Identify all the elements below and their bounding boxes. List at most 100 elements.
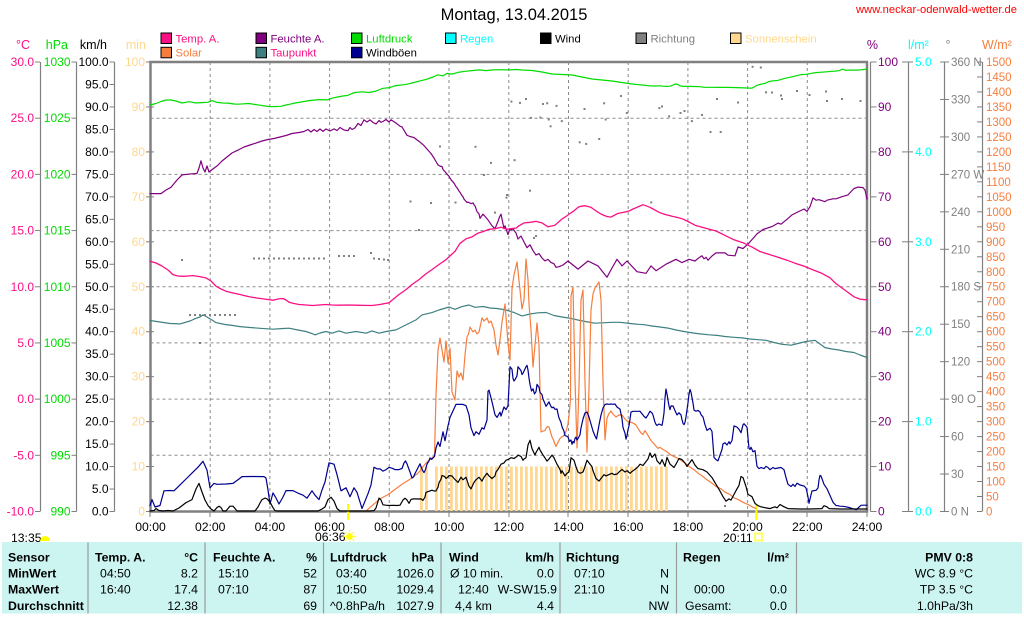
svg-text:100.0: 100.0 xyxy=(78,55,108,69)
svg-text:1027.9: 1027.9 xyxy=(396,599,434,613)
svg-text:850: 850 xyxy=(986,252,1005,264)
svg-text:1350: 1350 xyxy=(986,102,1012,114)
svg-text:1000: 1000 xyxy=(986,207,1012,219)
svg-text:1026.0: 1026.0 xyxy=(396,567,434,581)
svg-text:75.0: 75.0 xyxy=(85,167,109,181)
svg-text:90 O: 90 O xyxy=(951,394,976,406)
svg-text:1015: 1015 xyxy=(44,224,71,238)
svg-text:60: 60 xyxy=(878,235,892,249)
svg-text:°C: °C xyxy=(184,551,198,565)
svg-text:995: 995 xyxy=(50,448,70,462)
svg-text:Solar: Solar xyxy=(176,48,203,60)
svg-text:1300: 1300 xyxy=(986,117,1012,129)
svg-text:%: % xyxy=(306,551,317,565)
svg-text:60: 60 xyxy=(132,235,146,249)
svg-text:20: 20 xyxy=(878,415,892,429)
svg-text:06:00: 06:00 xyxy=(314,520,345,534)
svg-text:50.0: 50.0 xyxy=(85,280,109,294)
svg-text:1250: 1250 xyxy=(986,132,1012,144)
svg-text:0.0: 0.0 xyxy=(92,505,109,519)
svg-text:l/m²: l/m² xyxy=(767,551,789,565)
svg-text:1500: 1500 xyxy=(986,57,1012,69)
svg-text:85.0: 85.0 xyxy=(85,122,109,136)
svg-text:07:10: 07:10 xyxy=(218,583,249,597)
svg-text:650: 650 xyxy=(986,312,1005,324)
svg-text:240: 240 xyxy=(951,207,970,219)
svg-text:Feuchte A.: Feuchte A. xyxy=(213,551,275,565)
svg-text:90: 90 xyxy=(132,100,146,114)
svg-text:80: 80 xyxy=(878,145,892,159)
svg-text:Regen: Regen xyxy=(460,33,493,45)
svg-text:Gesamt:: Gesamt: xyxy=(685,599,731,613)
svg-text:Temp. A.: Temp. A. xyxy=(95,551,146,565)
svg-text:Richtung: Richtung xyxy=(651,33,696,45)
svg-text:50: 50 xyxy=(986,492,999,504)
svg-text:MinWert: MinWert xyxy=(8,567,56,581)
svg-text:16:00: 16:00 xyxy=(613,520,644,534)
svg-text:10.0: 10.0 xyxy=(11,280,35,294)
svg-text:400: 400 xyxy=(986,387,1005,399)
svg-text:550: 550 xyxy=(986,342,1005,354)
svg-text:15.9: 15.9 xyxy=(533,583,557,597)
svg-text:150: 150 xyxy=(951,319,970,331)
svg-text:210: 210 xyxy=(951,244,970,256)
svg-text:Regen: Regen xyxy=(683,551,721,565)
svg-text:Sensor: Sensor xyxy=(8,551,50,565)
svg-text:1450: 1450 xyxy=(986,72,1012,84)
svg-text:20.0: 20.0 xyxy=(11,167,35,181)
svg-text:07:10: 07:10 xyxy=(574,567,605,581)
svg-text:12.38: 12.38 xyxy=(167,599,198,613)
svg-text:360 N: 360 N xyxy=(951,57,982,69)
svg-text:0: 0 xyxy=(986,506,992,518)
svg-text:1000: 1000 xyxy=(44,392,71,406)
svg-text:Montag, 13.04.2015: Montag, 13.04.2015 xyxy=(441,6,588,24)
svg-text:16:40: 16:40 xyxy=(100,583,131,597)
svg-text:00:00: 00:00 xyxy=(135,520,166,534)
svg-text:65.0: 65.0 xyxy=(85,212,109,226)
svg-text:950: 950 xyxy=(986,222,1005,234)
svg-text:14:00: 14:00 xyxy=(553,520,584,534)
svg-text:NW: NW xyxy=(649,599,670,613)
svg-text:35.0: 35.0 xyxy=(85,347,109,361)
svg-text:20:11: 20:11 xyxy=(723,531,753,545)
svg-text:5.0: 5.0 xyxy=(17,336,34,350)
svg-text:10.0: 10.0 xyxy=(85,460,109,474)
svg-text:40: 40 xyxy=(878,325,892,339)
svg-text:300: 300 xyxy=(986,417,1005,429)
svg-text:Taupunkt: Taupunkt xyxy=(271,48,318,60)
svg-text:www.neckar-odenwald-wetter.de: www.neckar-odenwald-wetter.de xyxy=(855,4,1017,16)
svg-text:8.2: 8.2 xyxy=(181,567,198,581)
svg-text:W/m²: W/m² xyxy=(982,38,1012,52)
svg-text:08:00: 08:00 xyxy=(374,520,405,534)
svg-text:30.0: 30.0 xyxy=(11,55,35,69)
svg-text:1029.4: 1029.4 xyxy=(396,583,434,597)
svg-text:40.0: 40.0 xyxy=(85,325,109,339)
svg-text:°C: °C xyxy=(16,38,30,52)
svg-text:Feuchte A.: Feuchte A. xyxy=(271,33,325,45)
svg-text:1150: 1150 xyxy=(986,162,1011,174)
svg-text:200: 200 xyxy=(986,447,1005,459)
svg-text:3.0: 3.0 xyxy=(915,235,932,249)
svg-text:30: 30 xyxy=(878,370,892,384)
svg-text:km/h: km/h xyxy=(525,551,554,565)
svg-text:70: 70 xyxy=(878,190,892,204)
svg-text:13:35: 13:35 xyxy=(11,531,42,545)
svg-text:60.0: 60.0 xyxy=(85,235,109,249)
svg-text:1200: 1200 xyxy=(986,147,1012,159)
svg-text:21:10: 21:10 xyxy=(574,583,605,597)
svg-text:87: 87 xyxy=(303,583,317,597)
svg-text:Luftdruck: Luftdruck xyxy=(366,33,413,45)
svg-text:00:00: 00:00 xyxy=(694,583,725,597)
svg-text:450: 450 xyxy=(986,372,1005,384)
svg-text:350: 350 xyxy=(986,402,1005,414)
svg-text:150: 150 xyxy=(986,462,1005,474)
svg-text:30: 30 xyxy=(951,469,964,481)
svg-text:30: 30 xyxy=(132,370,146,384)
svg-text:06:36: 06:36 xyxy=(315,530,346,544)
svg-text:0: 0 xyxy=(138,505,145,519)
svg-text:-10.0: -10.0 xyxy=(7,505,35,519)
svg-text:55.0: 55.0 xyxy=(85,257,109,271)
svg-text:0.0: 0.0 xyxy=(770,599,787,613)
svg-text:100: 100 xyxy=(125,55,145,69)
svg-text:Sonnenschein: Sonnenschein xyxy=(745,33,817,45)
